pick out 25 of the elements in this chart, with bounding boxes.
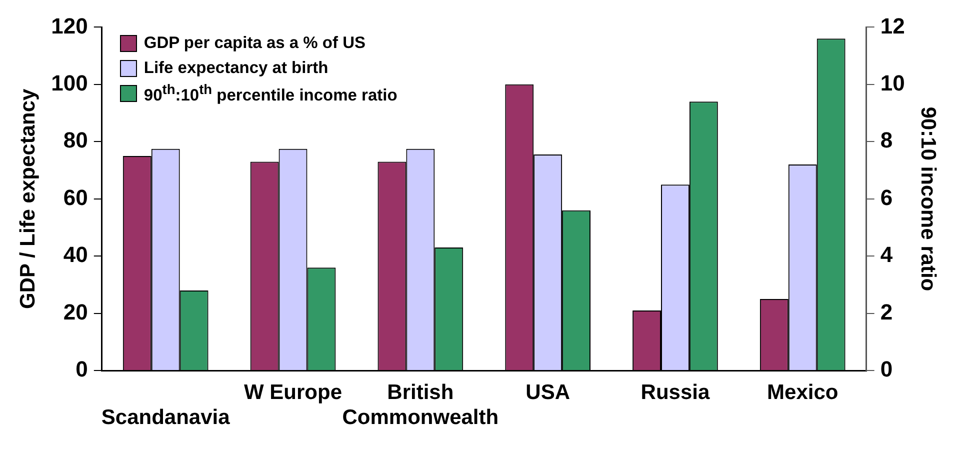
y-tick-label: 100 [51,70,88,96]
y2-axis-title: 90:10 income ratio [916,106,940,292]
y-tick-label: 80 [63,128,88,153]
y-tick-label: 20 [63,299,88,324]
x-tick-label: USA [526,380,570,404]
y-tick-label: 120 [51,13,88,38]
y2-tick-label: 4 [880,242,894,268]
y2-tick-label: 6 [880,184,893,210]
x-tick-label: W Europe [244,380,342,404]
y2-tick-label: 2 [880,299,893,324]
y-tick-label: 0 [76,356,88,382]
x-tick-label: Mexico [767,380,838,404]
y2-tick-label: 8 [880,128,893,153]
legend-label: Life expectancy at birth [144,59,328,78]
x-tick-label: British Commonwealth [342,380,499,430]
y-axis-title: GDP / Life expectancy [16,88,40,309]
y-tick-label: 40 [63,242,88,268]
x-tick-label: Russia [640,380,710,404]
y-tick-label: 60 [63,184,88,210]
y2-tick-label: 0 [880,356,893,382]
y2-tick-label: 10 [880,70,905,96]
legend-label: 90$^{th}$:10$^{th}$ percentile income ratio [144,82,398,106]
legend-label: GDP per capita as a % of US [144,34,366,54]
y2-tick-label: 12 [880,13,905,38]
x-tick-label: Scandanavia [101,406,230,430]
